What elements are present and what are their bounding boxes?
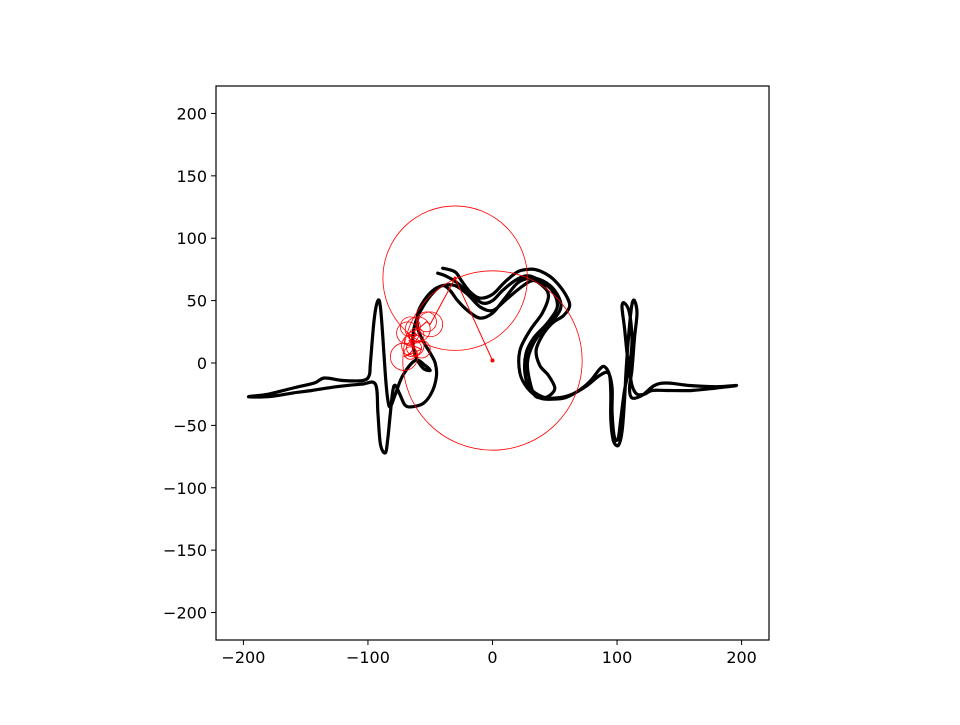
x-tick-label: −200 [221, 648, 265, 667]
y-tick-label: 0 [197, 354, 207, 373]
y-tick-label: −150 [163, 541, 207, 560]
epicycle-joint-point [453, 276, 457, 280]
epicycle-circle [403, 346, 417, 360]
y-tick-label: 150 [176, 167, 207, 186]
tick-layer: −200 −100 0 100 200 −200 −150 −100 −50 0 50 100 150 2… [163, 104, 757, 667]
epicycle-center-point [490, 358, 495, 363]
x-tick-label: 100 [602, 648, 633, 667]
x-tick-label: 200 [726, 648, 757, 667]
epicycle-circle [402, 270, 583, 451]
epicycle-circle [417, 311, 444, 338]
x-tick-label: 0 [487, 648, 497, 667]
plot-area [246, 205, 739, 455]
epicycle-circle [389, 342, 419, 371]
traced-curve-line [246, 266, 739, 455]
y-tick-label: −100 [163, 479, 207, 498]
epicycle-circle [401, 333, 425, 358]
epicycle-radius-chain [403, 277, 493, 361]
epicycle-circle [416, 311, 437, 333]
y-tick-label: 200 [176, 104, 207, 123]
epicycle-circle [382, 205, 528, 351]
y-tick-label: 50 [187, 292, 207, 311]
y-tick-label: 100 [176, 229, 207, 248]
y-tick-label: −50 [173, 416, 207, 435]
x-tick-label: −100 [346, 648, 390, 667]
y-tick-label: −200 [163, 604, 207, 623]
